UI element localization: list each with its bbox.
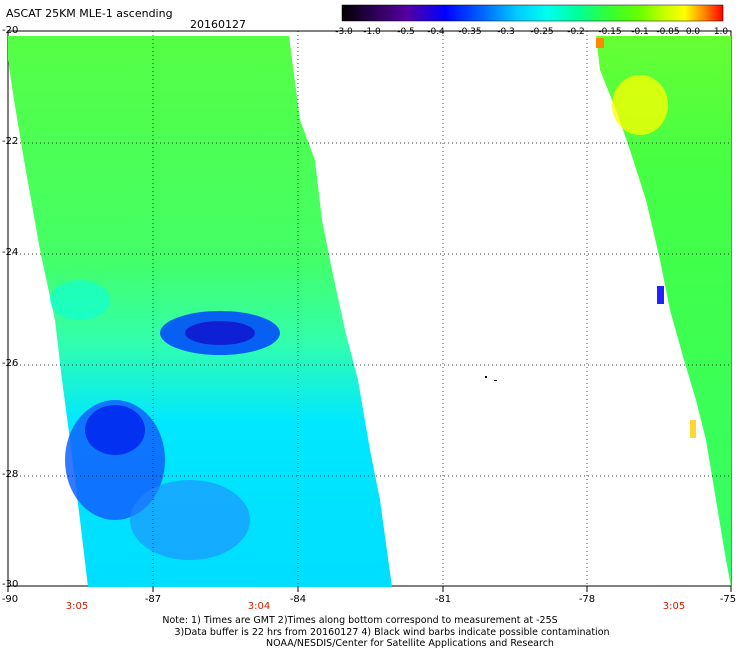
colorbar-tick: -0.35 xyxy=(458,27,482,37)
pass-time-label: 3:05 xyxy=(65,601,89,612)
lat-label: -22 xyxy=(2,136,19,147)
lat-label: -26 xyxy=(2,358,19,369)
lon-label: -84 xyxy=(289,594,307,605)
pass-time-label: 3:05 xyxy=(662,601,686,612)
mid-wind-pixel xyxy=(690,420,696,438)
colorbar-tick: 1.0 xyxy=(713,27,729,37)
footnote-line-3: NOAA/NESDIS/Center for Satellite Applica… xyxy=(266,638,554,649)
low-wind-zone-1-core xyxy=(185,321,255,345)
high-wind-zone xyxy=(612,75,668,135)
footnote-line-1: Note: 1) Times are GMT 2)Times along bot… xyxy=(162,615,558,626)
cyan-zone xyxy=(50,280,110,320)
low-wind-zone-2-core xyxy=(85,405,145,455)
map-title: ASCAT 25KM MLE-1 ascending xyxy=(6,7,173,20)
right-swath xyxy=(596,36,731,587)
lon-label: -78 xyxy=(578,594,596,605)
gridlines xyxy=(8,31,731,586)
pass-time-label: 3:04 xyxy=(247,601,271,612)
colorbar-tick: -1.0 xyxy=(363,27,381,37)
footnote-line-2: 3)Data buffer is 22 hrs from 20160127 4)… xyxy=(174,627,610,638)
colorbar-tick: -0.4 xyxy=(427,27,445,37)
lat-label: -20 xyxy=(2,25,19,36)
map-date: 20160127 xyxy=(190,18,246,31)
lat-label: -24 xyxy=(2,247,19,258)
lon-label: -87 xyxy=(144,594,162,605)
low-wind-zone-3 xyxy=(130,480,250,560)
colorbar xyxy=(341,4,724,22)
colorbar-tick: -3.0 xyxy=(335,27,353,37)
island-marker xyxy=(485,376,497,381)
colorbar-tick: -0.15 xyxy=(598,27,622,37)
colorbar-tick: -0.25 xyxy=(530,27,554,37)
lat-label: -30 xyxy=(2,579,19,590)
colorbar-tick: -0.3 xyxy=(497,27,515,37)
lon-label: -75 xyxy=(719,594,737,605)
colorbar-tick: -0.5 xyxy=(397,27,415,37)
colorbar-tick: -0.05 xyxy=(656,27,680,37)
colorbar-tick: 0.0 xyxy=(685,27,701,37)
lat-label: -28 xyxy=(2,469,19,480)
lon-label: -81 xyxy=(434,594,452,605)
colorbar-tick: -0.2 xyxy=(567,27,585,37)
lon-label: -90 xyxy=(1,594,19,605)
high-wind-pixel xyxy=(596,38,604,48)
tick-marks xyxy=(7,586,732,592)
low-wind-pixel xyxy=(657,286,664,304)
colorbar-tick: -0.1 xyxy=(631,27,649,37)
